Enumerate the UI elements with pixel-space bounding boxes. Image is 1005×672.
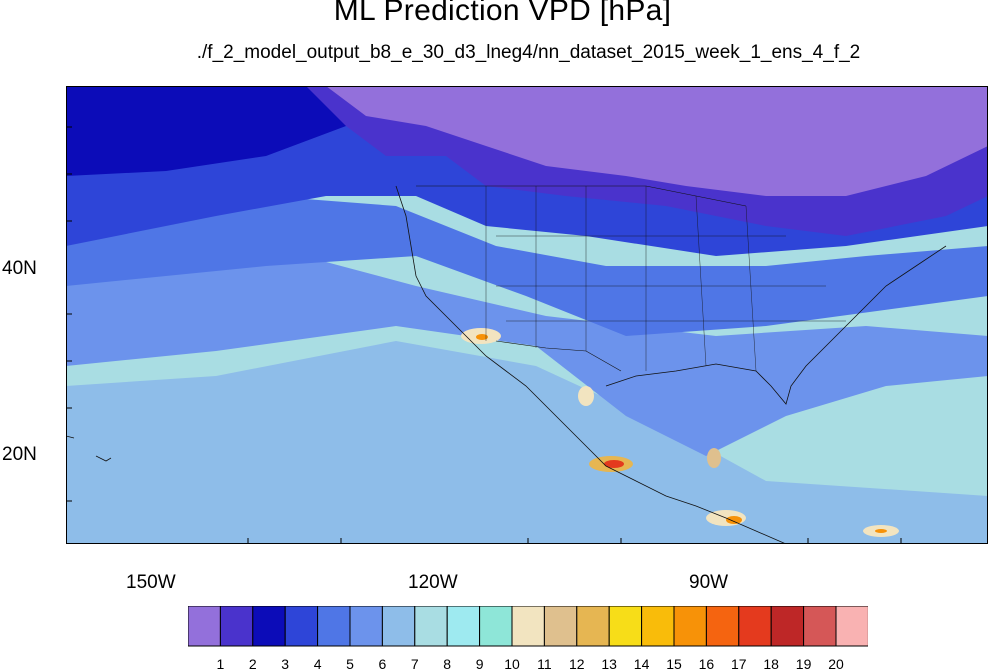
colorbar-swatch — [219, 605, 254, 647]
colorbar-tick-label: 16 — [698, 656, 715, 672]
colorbar-tick-label: 9 — [475, 656, 484, 672]
colorbar-tick-label: 20 — [828, 656, 844, 672]
coastline-gulf — [605, 245, 947, 405]
colorbar-swatch — [349, 605, 383, 647]
vpd-spot-central-america-hot — [726, 516, 742, 524]
colorbar-swatch — [284, 605, 319, 647]
colorbar-tick-label: 13 — [601, 656, 617, 672]
vpd-spot-baja-hot — [476, 334, 488, 340]
colorbar-swatch — [381, 605, 416, 647]
hawaii — [66, 435, 112, 462]
colorbar-tick-label: 3 — [281, 656, 290, 672]
colorbar-tick-label: 18 — [763, 656, 779, 672]
vpd-spot-yucatan — [707, 448, 721, 468]
state-lines — [485, 186, 846, 372]
colorbar-swatch — [673, 605, 707, 647]
colorbar-svg — [187, 605, 869, 647]
colorbar-swatch — [252, 605, 286, 647]
colorbar-swatch — [835, 605, 869, 647]
colorbar-swatch — [511, 605, 545, 647]
vpd-band-1 — [326, 86, 988, 196]
colorbar-swatch — [770, 605, 805, 647]
vpd-band-5 — [66, 196, 988, 336]
lon-label-150w: 150W — [126, 572, 176, 593]
colorbar-tick-label: 5 — [346, 656, 354, 672]
colorbar-tick-label: 1 — [216, 656, 225, 672]
vpd-spot-mexico-central — [578, 386, 594, 406]
colorbar-tick-label: 19 — [795, 656, 812, 672]
colorbar-tick-label: 2 — [248, 656, 257, 672]
colorbar-tick-label: 10 — [504, 656, 520, 672]
colorbar-swatch — [705, 605, 740, 647]
colorbar — [187, 605, 869, 653]
colorbar-tick-label: 17 — [731, 656, 747, 672]
colorbar-tick-label: 15 — [666, 656, 682, 672]
colorbar-swatch — [738, 605, 772, 647]
axis-ticks — [66, 126, 902, 544]
colorbar-tick-label: 14 — [633, 656, 650, 672]
vpd-band-7 — [66, 341, 988, 544]
us-border-north — [416, 185, 747, 207]
vpd-band-6 — [66, 236, 988, 456]
colorbar-tick-label: 4 — [313, 656, 322, 672]
colorbar-tick-label: 6 — [378, 656, 387, 672]
coastline-west — [395, 185, 787, 544]
colorbar-swatch — [803, 605, 837, 647]
colorbar-swatch — [576, 605, 610, 647]
colorbar-tick-label: 7 — [410, 656, 419, 672]
colorbar-tick-label: 11 — [537, 656, 552, 672]
vpd-map — [66, 86, 988, 544]
colorbar-swatch — [479, 605, 513, 647]
colorbar-swatch — [608, 605, 643, 647]
colorbar-swatch — [446, 605, 481, 647]
colorbar-swatch — [543, 605, 578, 647]
colorbar-tick-label: 8 — [443, 656, 452, 672]
vpd-spot-caribbean-hot — [875, 529, 887, 533]
us-border-south — [495, 340, 622, 372]
chart-subtitle: ./f_2_model_output_b8_e_30_d3_lneg4/nn_d… — [196, 42, 861, 63]
lat-label-20n: 20N — [2, 444, 37, 465]
map-svg — [66, 86, 988, 544]
colorbar-swatch — [317, 605, 351, 647]
colorbar-swatch — [641, 605, 675, 647]
colorbar-tick-label: 12 — [569, 656, 585, 672]
vpd-spot-mexico-west-hot — [604, 460, 624, 468]
vpd-band-3 — [66, 86, 366, 176]
lon-label-90w: 90W — [689, 572, 729, 593]
colorbar-swatch — [187, 605, 221, 647]
chart-title: ML Prediction VPD [hPa] — [333, 0, 672, 27]
colorbar-swatch — [414, 605, 448, 647]
lon-label-120w: 120W — [408, 572, 458, 593]
lat-label-40n: 40N — [2, 258, 37, 279]
